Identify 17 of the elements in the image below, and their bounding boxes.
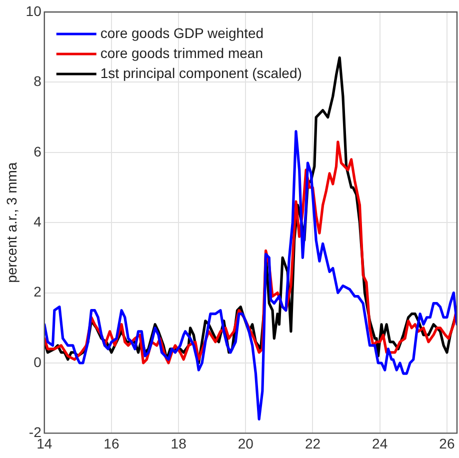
y-tick-label: 8 bbox=[34, 73, 42, 90]
x-tick-label: 22 bbox=[304, 435, 321, 452]
x-tick-label: 14 bbox=[36, 435, 52, 452]
x-tick-label: 16 bbox=[104, 435, 120, 452]
legend-label: 1st principal component (scaled) bbox=[100, 64, 302, 81]
y-tick-label: 4 bbox=[34, 213, 42, 230]
legend-label: core goods GDP weighted bbox=[100, 24, 264, 41]
y-tick-label: 2 bbox=[34, 284, 42, 300]
y-axis-title: percent a.r., 3 mma bbox=[3, 162, 20, 283]
legend-label: core goods trimmed mean bbox=[100, 44, 264, 61]
y-tick-label: 10 bbox=[26, 2, 42, 19]
x-tick-label: 20 bbox=[238, 435, 254, 452]
x-tick-label: 24 bbox=[372, 435, 388, 452]
y-tick-label: 6 bbox=[34, 143, 42, 160]
x-tick-label: 26 bbox=[439, 435, 455, 452]
x-tick-label: 18 bbox=[170, 435, 187, 452]
y-tick-label: 0 bbox=[34, 354, 42, 370]
